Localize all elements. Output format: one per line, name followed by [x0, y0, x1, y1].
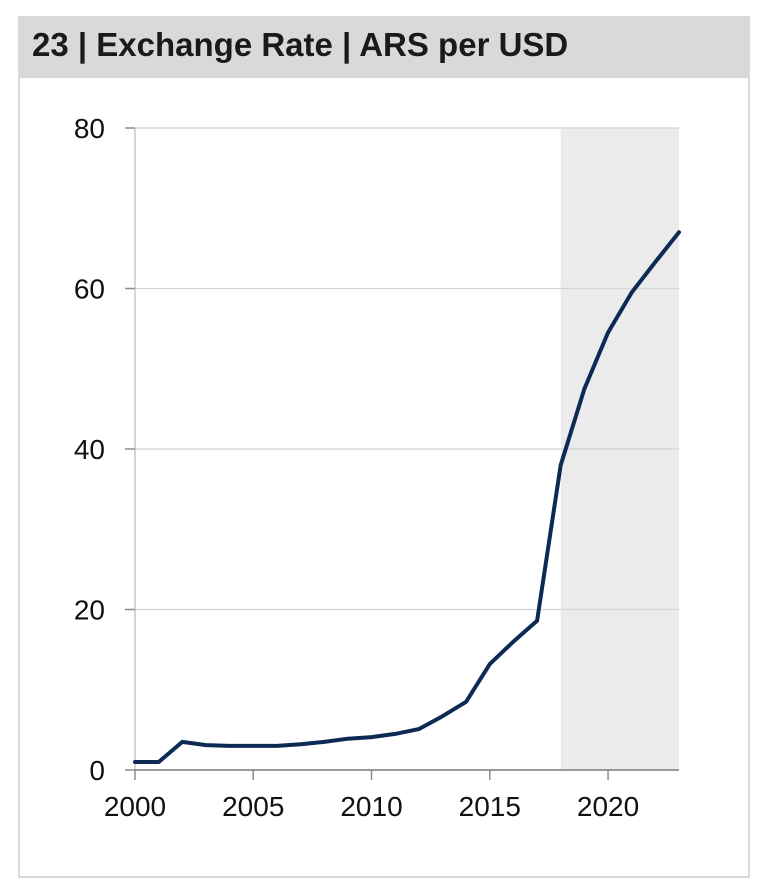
y-tick-label: 40 [74, 434, 105, 465]
y-tick-label: 80 [74, 113, 105, 144]
x-tick-label: 2010 [340, 791, 402, 822]
chart-title: 23 | Exchange Rate | ARS per USD [32, 26, 569, 63]
series-line [133, 230, 681, 764]
y-tick-label: 20 [74, 595, 105, 626]
y-tick-label: 0 [89, 755, 105, 786]
y-tick-label: 60 [74, 274, 105, 305]
title-bar: 23 | Exchange Rate | ARS per USD [20, 18, 748, 78]
x-tick-label: 2015 [459, 791, 521, 822]
x-tick-label: 2000 [104, 791, 166, 822]
x-tick-label: 2005 [222, 791, 284, 822]
x-tick-label: 2020 [577, 791, 639, 822]
